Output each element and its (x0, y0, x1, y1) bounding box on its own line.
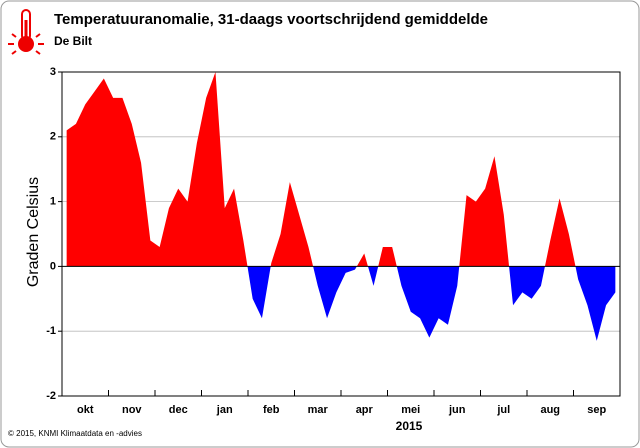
x-tick-label: aug (540, 404, 560, 416)
x-tick-label: okt (77, 404, 94, 416)
y-tick-label: 1 (50, 196, 56, 208)
x-tick-label: sep (587, 404, 606, 416)
x-tick-label: dec (169, 404, 188, 416)
x-tick-label: jul (496, 404, 510, 416)
x-tick-label: feb (263, 404, 280, 416)
plot-border (61, 71, 621, 397)
x-tick-label: apr (356, 404, 374, 416)
x-axis-label: 2015 (396, 419, 423, 433)
x-tick-label: mar (308, 404, 329, 416)
y-axis-label: Graden Celsius (25, 177, 42, 287)
chart-subtitle: De Bilt (54, 34, 92, 48)
thermometer-icon (8, 9, 44, 55)
y-tick-label: -2 (46, 390, 56, 402)
positive-area (66, 72, 576, 267)
chart-title: Temperatuuranomalie, 31-daags voortschri… (54, 11, 488, 28)
x-tick-label: jun (448, 404, 466, 416)
x-tick-label: mei (401, 404, 420, 416)
footnote: © 2015, KNMI Klimaatdata en -advies (8, 429, 142, 438)
negative-area (66, 266, 616, 341)
y-tick-label: 3 (50, 66, 56, 78)
x-tick-label: nov (122, 404, 142, 416)
y-tick-label: -1 (46, 325, 56, 337)
y-tick-label: 2 (50, 131, 56, 143)
y-tick-label: 0 (50, 260, 56, 272)
x-tick-label: jan (216, 404, 233, 416)
